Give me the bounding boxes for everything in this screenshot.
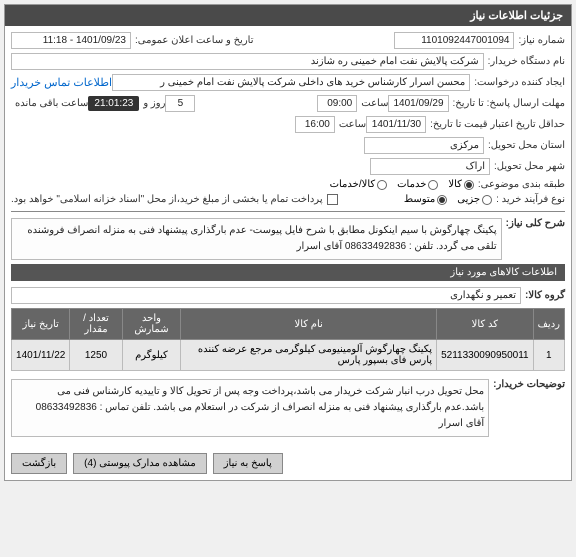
- buyer-note-value: محل تحویل درب انبار شرکت خریدار می باشد،…: [11, 379, 489, 437]
- th-code: کد کالا: [437, 309, 534, 340]
- creator-label: ایجاد کننده درخواست:: [474, 77, 565, 88]
- th-unit: واحد شمارش: [122, 309, 181, 340]
- reply-button[interactable]: پاسخ به نیاز: [213, 453, 283, 474]
- province-label: استان محل تحویل:: [488, 140, 565, 151]
- radio-joz[interactable]: جزیی: [457, 194, 492, 205]
- radio-dot-icon: [464, 180, 474, 190]
- buyer-note-label: توضیحات خریدار:: [493, 379, 565, 390]
- goods-table: ردیف کد کالا نام کالا واحد شمارش تعداد /…: [11, 308, 565, 371]
- td-code: 5211330090950011: [437, 340, 534, 371]
- radio-mot[interactable]: متوسط: [404, 194, 447, 205]
- countdown: 21:01:23: [88, 96, 139, 111]
- radio-dot-icon: [377, 180, 387, 190]
- table-head: ردیف کد کالا نام کالا واحد شمارش تعداد /…: [12, 309, 565, 340]
- row-buyer-note: توضیحات خریدار: محل تحویل درب انبار شرکت…: [11, 379, 565, 437]
- unit-label: طبقه بندی موضوعی:: [478, 179, 565, 190]
- row-buyer: نام دستگاه خریدار: شرکت پالایش نفت امام …: [11, 53, 565, 70]
- row-validity: حداقل تاریخ اعتبار قیمت تا تاریخ: 1401/1…: [11, 116, 565, 133]
- radio-kala-khadamat[interactable]: کالا/خدمات: [330, 179, 388, 190]
- goods-panel-title: اطلاعات کالاهای مورد نیاز: [11, 264, 565, 281]
- table-body: 1 5211330090950011 پکینگ چهارگوش آلومینی…: [12, 340, 565, 371]
- city-label: شهر محل تحویل:: [494, 161, 565, 172]
- th-row: ردیف: [533, 309, 564, 340]
- radio-kala-label: کالا: [448, 179, 462, 190]
- buy-radio-group: جزیی متوسط: [404, 194, 492, 205]
- city-value: اراک: [370, 158, 490, 175]
- province-value: مرکزی: [364, 137, 484, 154]
- pay-checkbox[interactable]: [327, 194, 338, 205]
- deadline-label: مهلت ارسال پاسخ: تا تاریخ:: [453, 98, 565, 109]
- table-row[interactable]: 1 5211330090950011 پکینگ چهارگوش آلومینی…: [12, 340, 565, 371]
- td-qty: 1250: [70, 340, 122, 371]
- validity-label: حداقل تاریخ اعتبار قیمت تا تاریخ:: [430, 119, 565, 130]
- unit-radio-group: کالا خدمات کالا/خدمات: [330, 179, 474, 190]
- remain-label: ساعت باقی مانده: [15, 98, 88, 109]
- validity-date: 1401/11/30: [366, 116, 426, 133]
- button-row: پاسخ به نیاز مشاهده مدارک پیوستی (4) باز…: [5, 447, 571, 480]
- td-row: 1: [533, 340, 564, 371]
- validity-time: 16:00: [295, 116, 335, 133]
- radio-khadamat[interactable]: خدمات: [397, 179, 438, 190]
- td-unit: کیلوگرم: [122, 340, 181, 371]
- group-label: گروه کالا:: [525, 290, 565, 301]
- buyer-value: شرکت پالایش نفت امام خمینی ره شازند: [11, 53, 484, 70]
- th-qty: تعداد / مقدار: [70, 309, 122, 340]
- row-desc: شرح کلی نیاز: پکینگ چهارگوش با سیم اینکو…: [11, 218, 565, 260]
- row-city: شهر محل تحویل: اراک: [11, 158, 565, 175]
- th-date: تاریخ نیاز: [12, 309, 70, 340]
- table-header-row: ردیف کد کالا نام کالا واحد شمارش تعداد /…: [12, 309, 565, 340]
- deadline-time-label: ساعت: [361, 98, 388, 109]
- radio-khadamat-label: خدمات: [397, 179, 426, 190]
- pub-date-label: تاریخ و ساعت اعلان عمومی:: [135, 35, 254, 46]
- contact-link[interactable]: اطلاعات تماس خریدار: [11, 76, 112, 89]
- desc-label: شرح کلی نیاز:: [506, 218, 565, 229]
- th-name: نام کالا: [181, 309, 437, 340]
- days-label: روز و: [143, 98, 165, 109]
- row-creator: ایجاد کننده درخواست: محسن اسرار کارشناس …: [11, 74, 565, 91]
- radio-dot-icon: [437, 195, 447, 205]
- creator-value: محسن اسرار کارشناس خرید های داخلی شرکت پ…: [112, 74, 470, 91]
- td-date: 1401/11/22: [12, 340, 70, 371]
- radio-mot-label: متوسط: [404, 194, 435, 205]
- panel-title: جزئیات اطلاعات نیاز: [5, 5, 571, 26]
- back-button[interactable]: بازگشت: [11, 453, 67, 474]
- radio-dot-icon: [482, 195, 492, 205]
- need-no-value: 1101092447001094: [394, 32, 514, 49]
- row-province: استان محل تحویل: مرکزی: [11, 137, 565, 154]
- deadline-date: 1401/09/29: [388, 95, 448, 112]
- main-panel: جزئیات اطلاعات نیاز شماره نیاز: 11010924…: [4, 4, 572, 481]
- row-need-no: شماره نیاز: 1101092447001094 تاریخ و ساع…: [11, 32, 565, 49]
- validity-time-label: ساعت: [339, 119, 366, 130]
- radio-kala-khadamat-label: کالا/خدمات: [330, 179, 376, 190]
- buy-type-label: نوع فرآیند خرید :: [496, 194, 565, 205]
- form-body: شماره نیاز: 1101092447001094 تاریخ و ساع…: [5, 26, 571, 447]
- separator: [11, 211, 565, 212]
- desc-value: پکینگ چهارگوش با سیم اینکونل مطابق با شر…: [11, 218, 502, 260]
- radio-kala[interactable]: کالا: [448, 179, 474, 190]
- need-no-label: شماره نیاز:: [518, 35, 565, 46]
- pay-note: پرداخت تمام یا بخشی از مبلغ خرید،از محل …: [11, 194, 323, 205]
- deadline-time: 09:00: [317, 95, 357, 112]
- radio-dot-icon: [428, 180, 438, 190]
- row-deadline: مهلت ارسال پاسخ: تا تاریخ: 1401/09/29 سا…: [11, 95, 565, 112]
- days-value: 5: [165, 95, 195, 112]
- pub-date-value: 1401/09/23 - 11:18: [11, 32, 131, 49]
- row-group: گروه کالا: تعمیر و نگهداری: [11, 287, 565, 304]
- attachments-button[interactable]: مشاهده مدارک پیوستی (4): [73, 453, 207, 474]
- row-unit: طبقه بندی موضوعی: کالا خدمات کالا/خدمات: [11, 179, 565, 190]
- row-buy-type: نوع فرآیند خرید : جزیی متوسط پرداخت تمام…: [11, 194, 565, 205]
- td-name: پکینگ چهارگوش آلومینیومی کیلوگرمی مرجع ع…: [181, 340, 437, 371]
- group-value: تعمیر و نگهداری: [11, 287, 521, 304]
- radio-joz-label: جزیی: [457, 194, 480, 205]
- buyer-label: نام دستگاه خریدار:: [488, 56, 565, 67]
